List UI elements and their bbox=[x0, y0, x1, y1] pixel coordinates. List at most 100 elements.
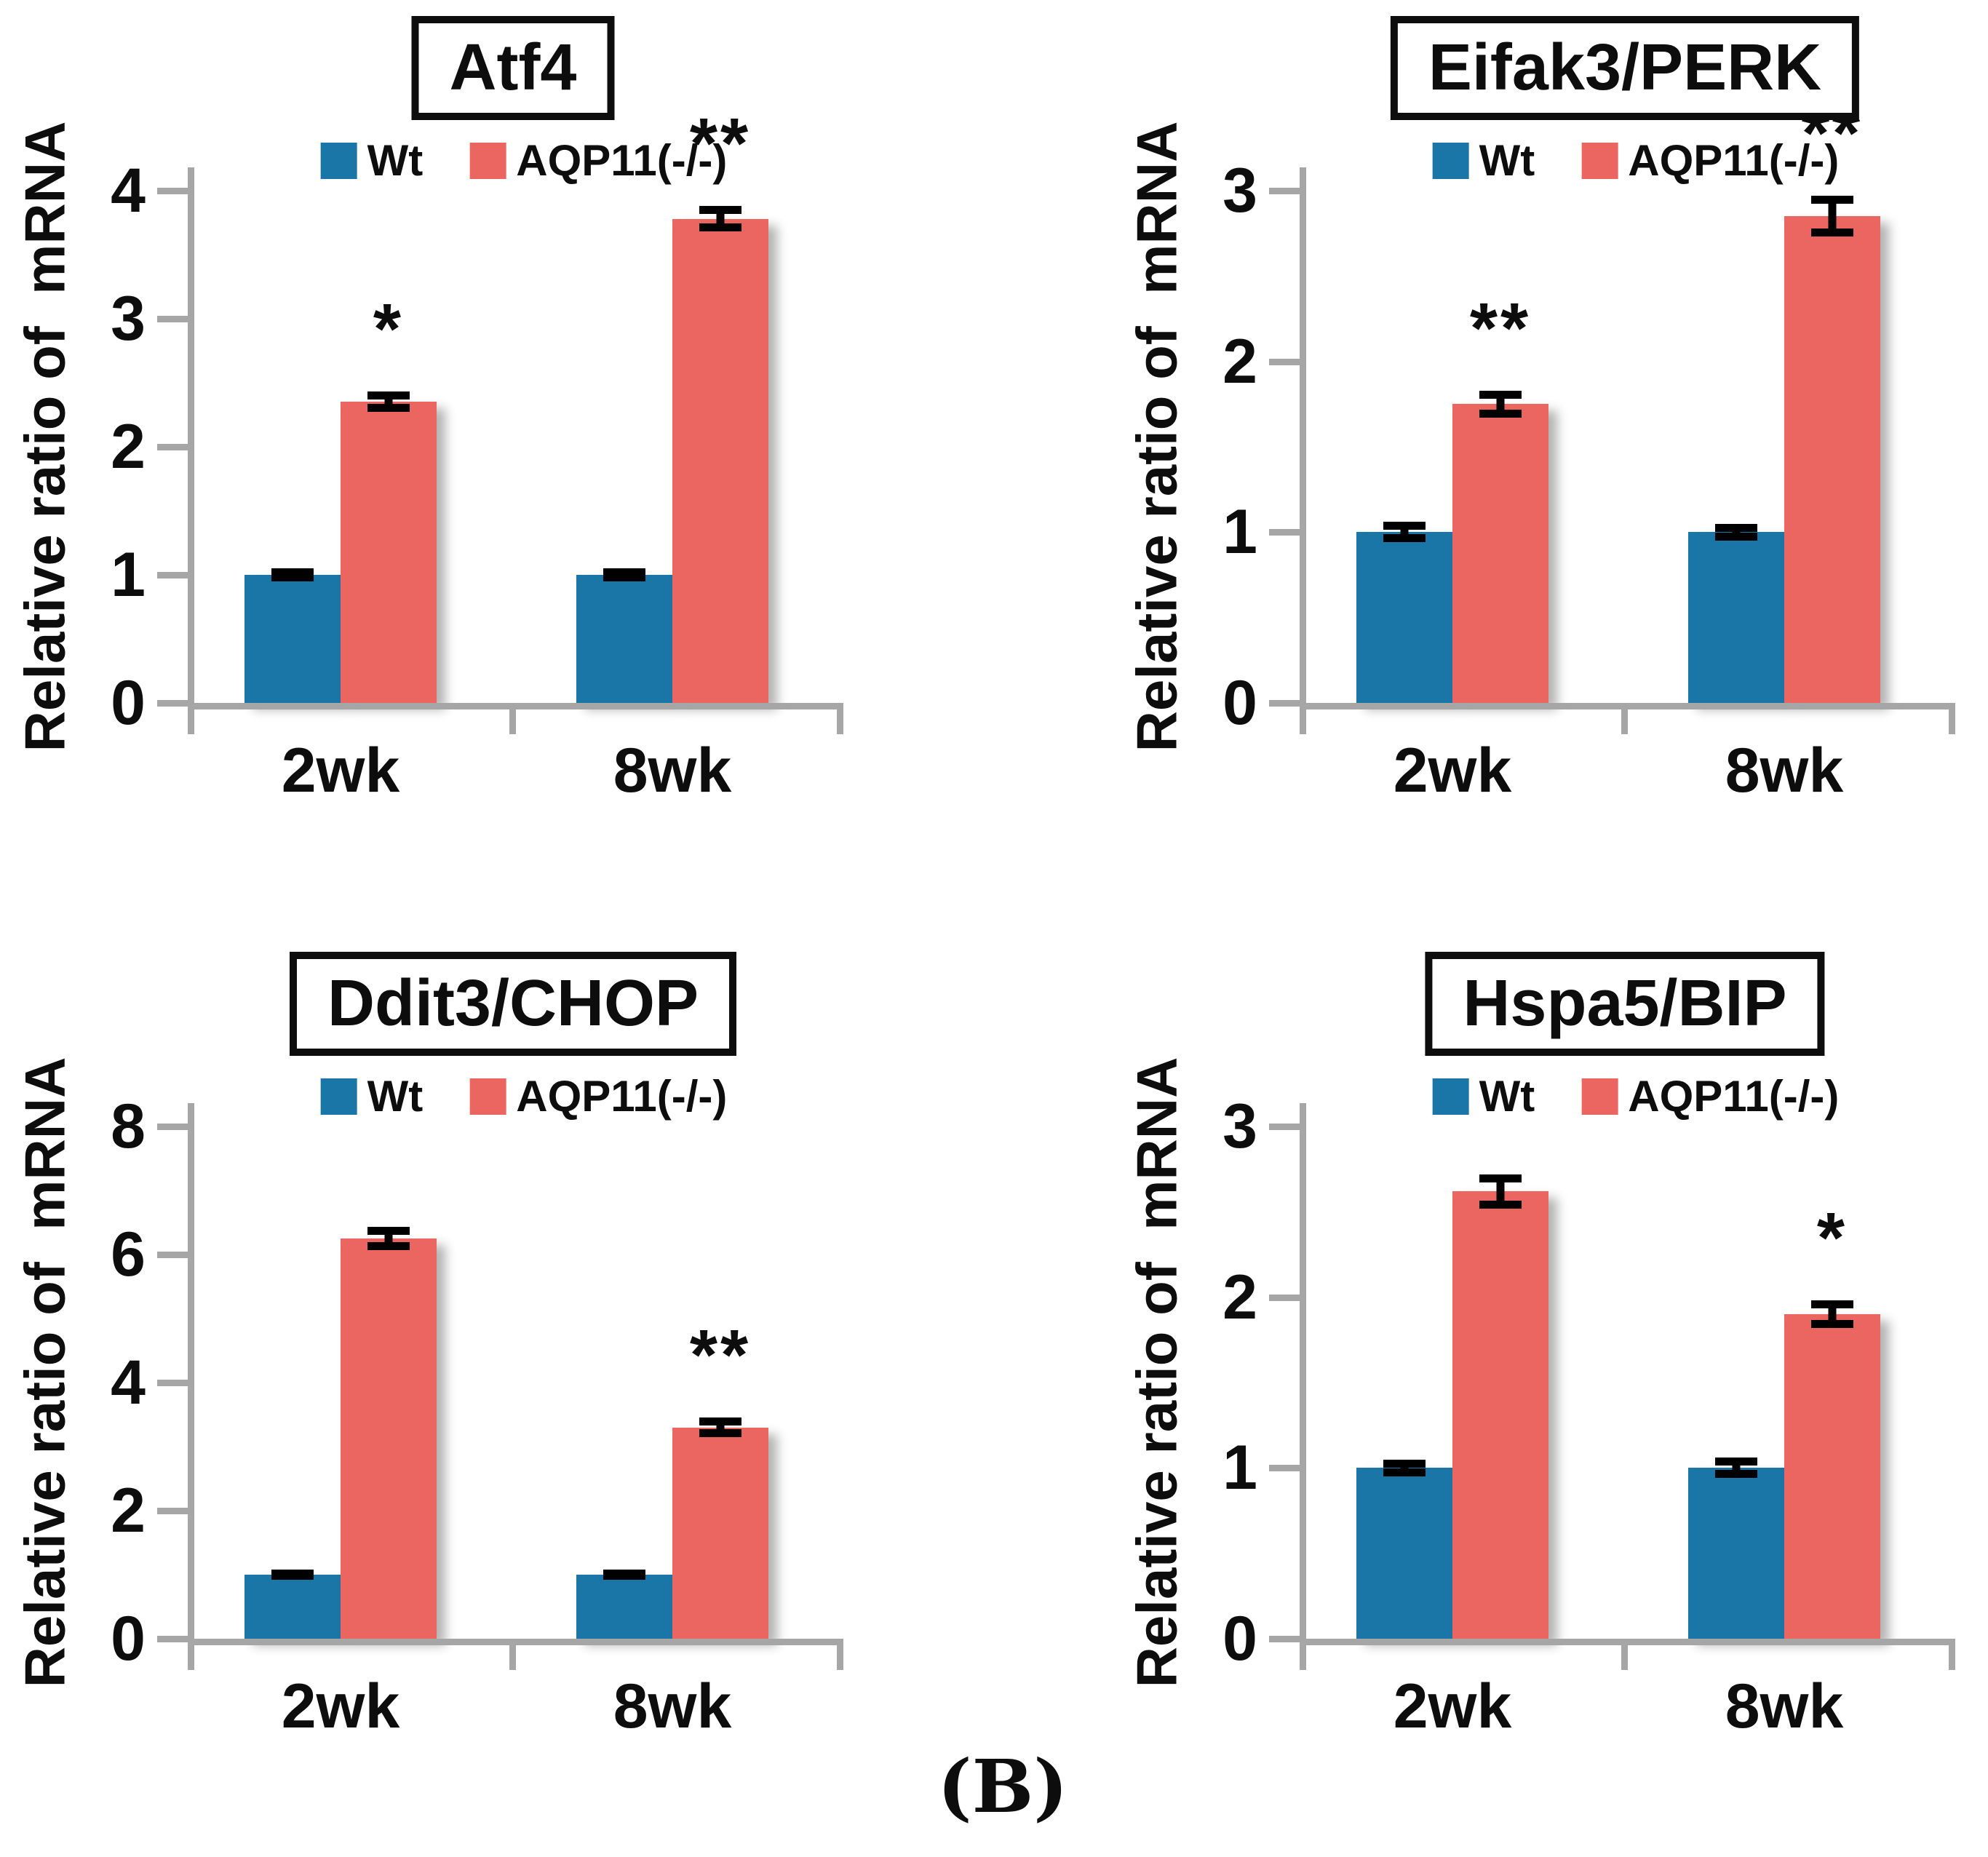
legend-item-wt: Wt bbox=[1432, 1071, 1535, 1121]
error-bar-cap bbox=[603, 573, 645, 581]
legend-label-wt: Wt bbox=[367, 136, 424, 185]
error-bar-cap bbox=[1383, 1459, 1426, 1468]
error-bar-cap bbox=[699, 206, 741, 215]
legend-label-ko: AQP11(-/-) bbox=[1628, 1072, 1840, 1121]
x-axis-line bbox=[188, 1639, 843, 1645]
error-bar bbox=[1383, 522, 1426, 543]
y-tick-label: 1 bbox=[1222, 497, 1257, 568]
error-bar-line bbox=[1400, 1459, 1409, 1477]
y-axis-tick bbox=[1269, 1465, 1300, 1472]
ko-swatch-icon bbox=[1581, 142, 1618, 179]
y-tick-label: 0 bbox=[111, 1604, 146, 1674]
bar-aqp11-8wk bbox=[1784, 1314, 1880, 1639]
legend: Wt AQP11(-/-) bbox=[1432, 1071, 1839, 1121]
error-bar-line bbox=[1732, 1458, 1741, 1479]
x-category-label: 2wk bbox=[281, 1671, 400, 1741]
error-bar bbox=[1715, 1458, 1757, 1479]
chart-panel-eifak3-perk: Eifak3/PERK Wt AQP11(-/-) Relative ratio… bbox=[1112, 0, 1988, 921]
y-tick-label: 0 bbox=[1222, 668, 1257, 738]
y-axis-tick bbox=[1269, 700, 1300, 707]
significance-marker: * bbox=[1816, 1198, 1848, 1279]
x-axis-tick bbox=[1300, 1645, 1306, 1670]
x-category-label: 2wk bbox=[1393, 736, 1512, 806]
y-axis-tick bbox=[1269, 358, 1300, 365]
error-bar-cap bbox=[271, 573, 314, 581]
error-bar-line bbox=[1828, 1300, 1837, 1328]
x-axis-tick bbox=[1621, 709, 1628, 734]
error-bar bbox=[271, 1570, 314, 1580]
x-category-label: 2wk bbox=[1393, 1671, 1512, 1741]
bar-wt-8wk bbox=[1688, 1468, 1784, 1639]
bar-wt-2wk bbox=[244, 575, 341, 703]
error-bar-cap bbox=[1715, 1458, 1757, 1466]
error-bar-cap bbox=[603, 568, 645, 577]
chart-title: Hspa5/BIP bbox=[1425, 952, 1825, 1056]
y-axis-tick bbox=[1269, 1124, 1300, 1130]
y-tick-label: 4 bbox=[111, 1348, 146, 1417]
x-axis-tick bbox=[509, 709, 516, 734]
bar-aqp11-2wk bbox=[1452, 404, 1548, 703]
y-axis-tick bbox=[157, 1636, 188, 1642]
bar-aqp11-8wk bbox=[672, 218, 768, 703]
error-bar-cap bbox=[271, 1570, 314, 1578]
wt-swatch-icon bbox=[320, 1078, 357, 1115]
error-bar-line bbox=[716, 1417, 725, 1437]
error-bar-line bbox=[1732, 523, 1741, 541]
legend-item-wt: Wt bbox=[320, 1071, 423, 1121]
error-bar-cap bbox=[1811, 1319, 1853, 1328]
error-bar-cap bbox=[699, 1417, 741, 1426]
y-tick-label: 3 bbox=[111, 284, 146, 354]
bar-aqp11-2wk bbox=[341, 1238, 437, 1639]
y-axis-tick bbox=[1269, 1636, 1300, 1642]
x-axis-tick bbox=[1621, 1645, 1628, 1670]
error-bar-cap bbox=[699, 223, 741, 232]
chart-title: Eifak3/PERK bbox=[1390, 16, 1860, 120]
ko-swatch-icon bbox=[1581, 1078, 1618, 1115]
chart-title: Atf4 bbox=[411, 16, 615, 120]
error-bar-line bbox=[384, 391, 393, 413]
x-axis-line bbox=[1300, 1639, 1955, 1645]
error-bar-cap bbox=[367, 1227, 410, 1236]
y-axis-tick bbox=[157, 188, 188, 194]
y-tick-label: 0 bbox=[111, 668, 146, 738]
figure-caption: (B) bbox=[937, 1743, 1068, 1829]
significance-marker: ** bbox=[689, 1315, 752, 1396]
error-bar-line bbox=[716, 206, 725, 232]
y-axis-line bbox=[1300, 167, 1306, 712]
error-bar-line bbox=[1400, 522, 1409, 543]
y-tick-label: 4 bbox=[111, 156, 146, 226]
error-bar bbox=[1811, 1300, 1853, 1328]
bar-wt-8wk bbox=[576, 1575, 672, 1639]
legend-item-wt: Wt bbox=[320, 135, 424, 186]
significance-marker: * bbox=[373, 289, 405, 370]
x-axis-tick bbox=[1949, 1645, 1955, 1670]
bar-aqp11-8wk bbox=[672, 1427, 768, 1639]
bar-wt-8wk bbox=[576, 575, 672, 703]
bar-aqp11-2wk bbox=[1452, 1191, 1548, 1639]
error-bar-cap bbox=[1383, 534, 1426, 543]
x-axis-tick bbox=[1300, 709, 1306, 734]
error-bar bbox=[603, 568, 645, 581]
y-tick-label: 3 bbox=[1222, 1091, 1257, 1161]
y-tick-label: 3 bbox=[1222, 156, 1257, 226]
error-bar-cap bbox=[271, 568, 314, 577]
error-bar-line bbox=[1496, 1174, 1505, 1209]
x-axis-tick bbox=[837, 1645, 843, 1670]
y-axis-tick bbox=[157, 444, 188, 450]
chart-panel-hspa5-bip: Hspa5/BIP Wt AQP11(-/-) Relative ratio o… bbox=[1112, 936, 1988, 1857]
y-axis-tick bbox=[157, 1508, 188, 1514]
legend-label-ko: AQP11(-/-) bbox=[1628, 136, 1840, 185]
y-axis-tick bbox=[157, 316, 188, 322]
error-bar-cap bbox=[603, 1570, 645, 1578]
x-axis-tick bbox=[188, 709, 194, 734]
x-axis-tick bbox=[1949, 709, 1955, 734]
y-axis-tick bbox=[1269, 529, 1300, 536]
y-tick-label: 2 bbox=[1222, 1262, 1257, 1332]
error-bar-cap bbox=[1811, 1300, 1853, 1309]
x-axis-line bbox=[1300, 703, 1955, 709]
x-category-label: 8wk bbox=[1725, 1671, 1844, 1741]
error-bar-cap bbox=[1715, 533, 1757, 541]
legend-item-ko: AQP11(-/-) bbox=[1581, 1071, 1839, 1121]
error-bar-cap bbox=[1811, 196, 1853, 204]
error-bar-cap bbox=[367, 1241, 410, 1250]
